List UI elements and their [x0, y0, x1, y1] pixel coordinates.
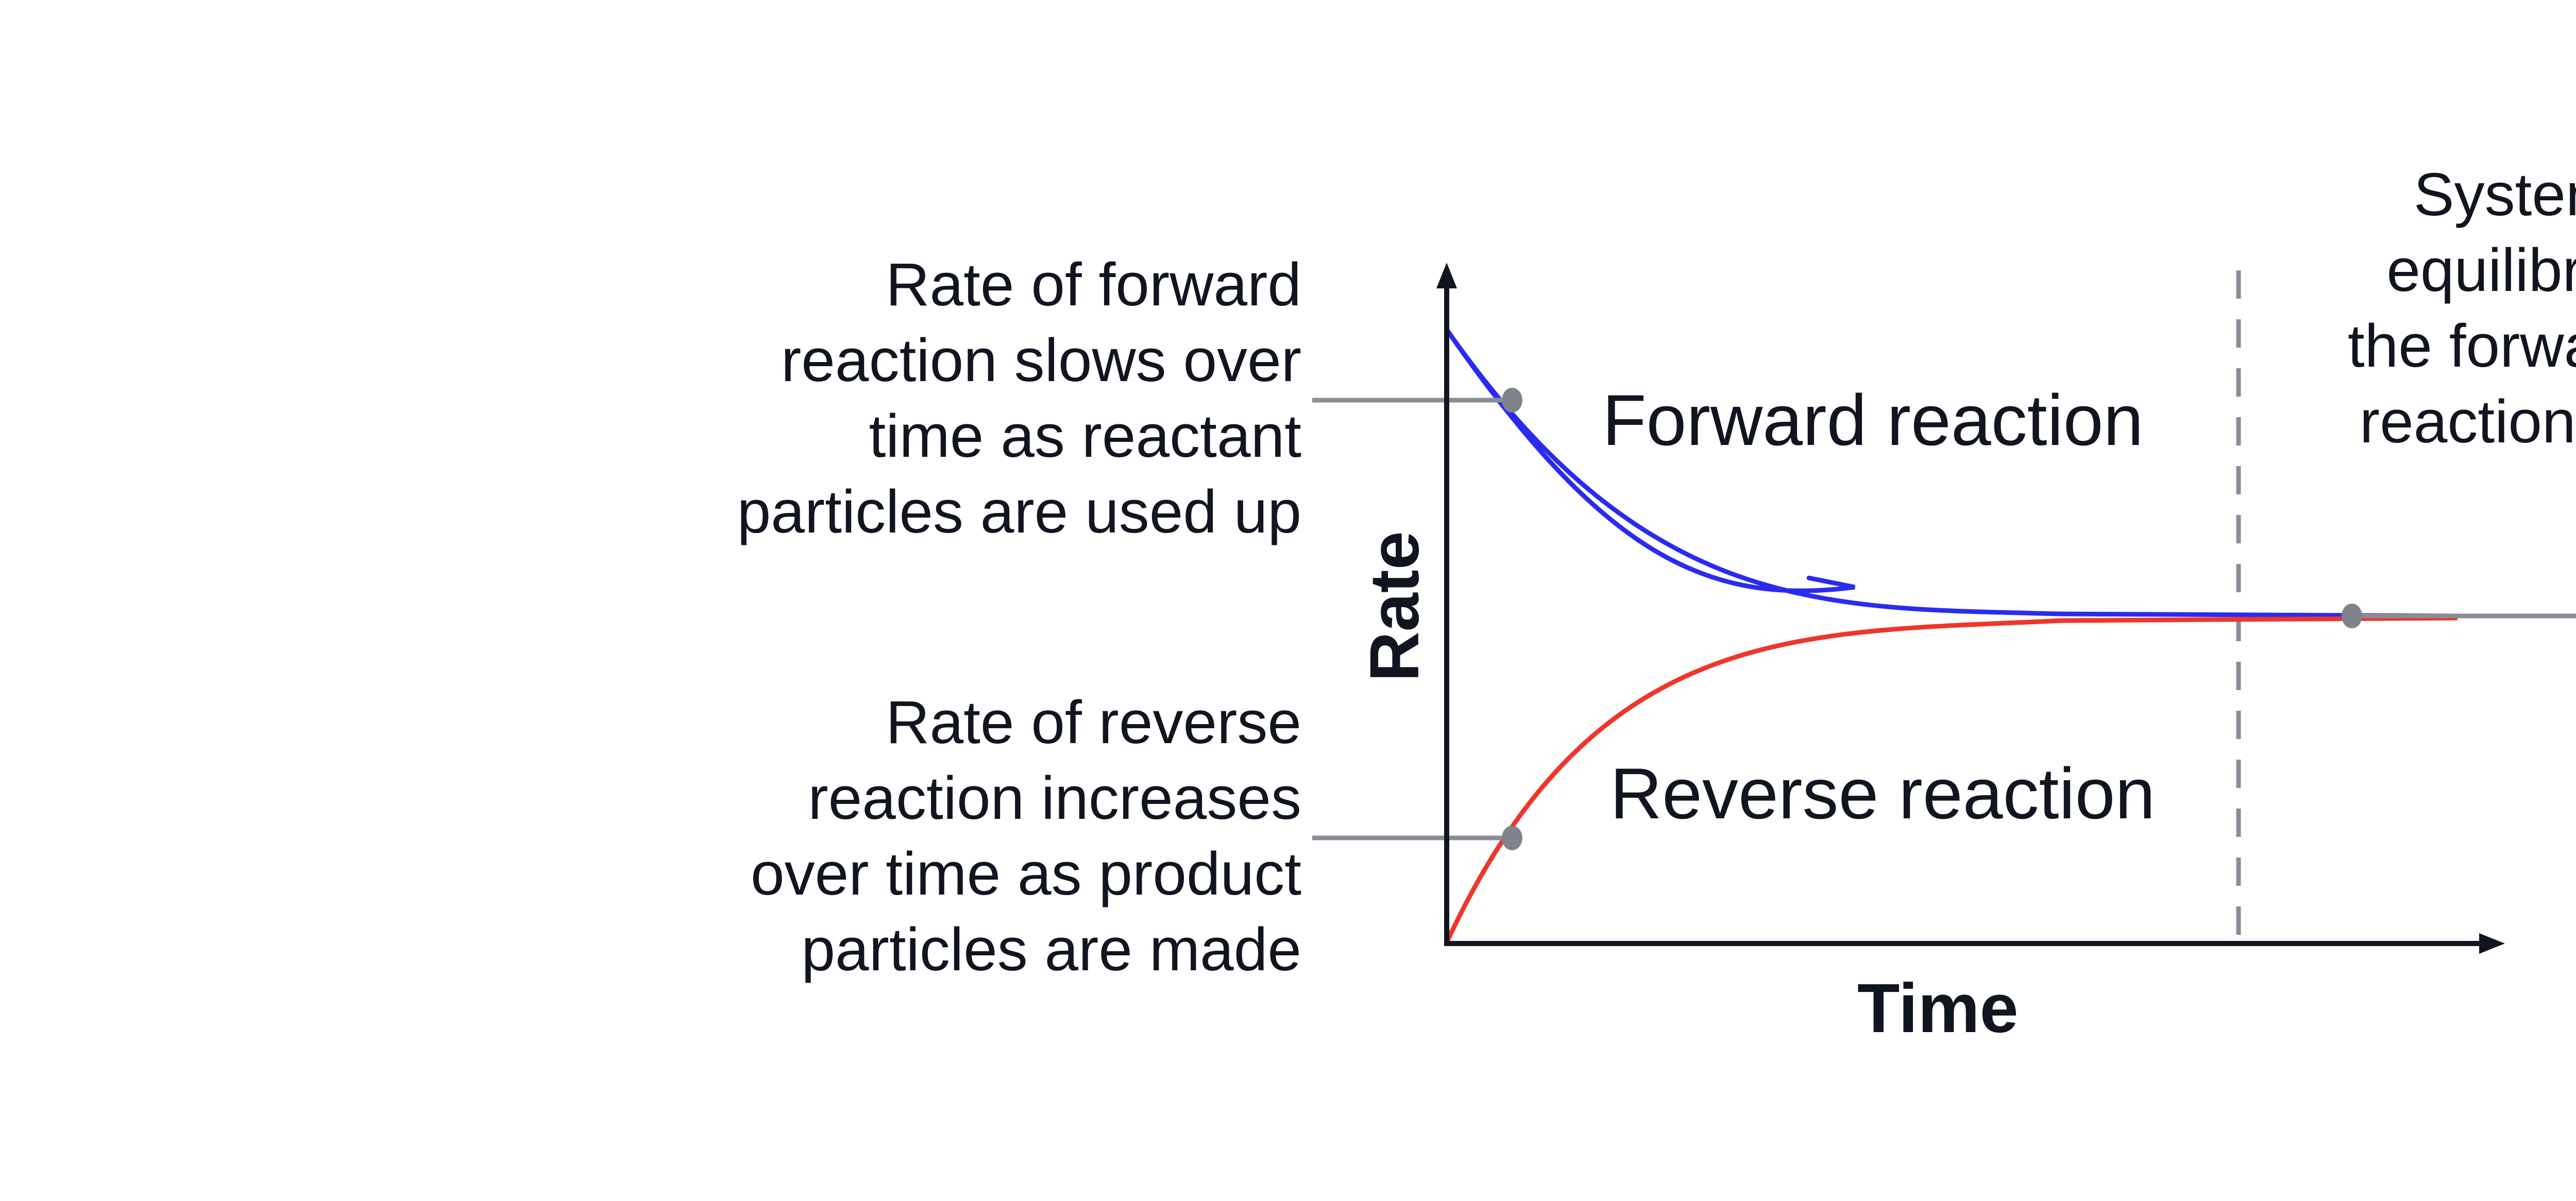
reverse-reaction-curve: [1444, 615, 2458, 943]
reverse-reaction-label: Reverse reaction: [1610, 753, 2156, 834]
reverse-marker-dot: [1502, 826, 1522, 850]
x-axis-label: Time: [1857, 969, 2019, 1047]
y-axis-label: Rate: [1355, 531, 1433, 682]
forward-reaction-curve: [1445, 328, 2458, 619]
annotation-line: particles are used up: [737, 478, 1301, 546]
reverse-annotation: Rate of reverse reaction increases over …: [751, 685, 1301, 988]
equilibrium-annotation: System in dynamic equilibrium as rate of…: [2308, 157, 2576, 460]
x-axis-arrow-icon: [2479, 933, 2505, 954]
equilibrium-leader-line: [2352, 613, 2576, 619]
y-axis-arrow-icon: [1436, 263, 1457, 288]
annotation-line: the forward and reverse: [2347, 312, 2576, 380]
annotation-line: Rate of forward: [886, 251, 1301, 319]
annotation-line: reaction slows over: [781, 327, 1301, 394]
annotation-line: reaction increases: [808, 764, 1301, 832]
annotation-line: System in dynamic: [2413, 161, 2576, 229]
annotation-line: particles are made: [801, 916, 1301, 984]
equilibrium-marker-dot: [2342, 604, 2362, 628]
annotation-line: time as reactant: [869, 402, 1301, 470]
forward-annotation: Rate of forward reaction slows over time…: [737, 247, 1301, 550]
annotation-line: Rate of reverse: [886, 689, 1301, 757]
annotation-line: equilibrium as rate of: [2386, 236, 2576, 304]
annotation-line: over time as product: [750, 840, 1301, 908]
forward-marker-dot: [1502, 388, 1522, 413]
forward-reaction-label: Forward reaction: [1602, 380, 2144, 460]
